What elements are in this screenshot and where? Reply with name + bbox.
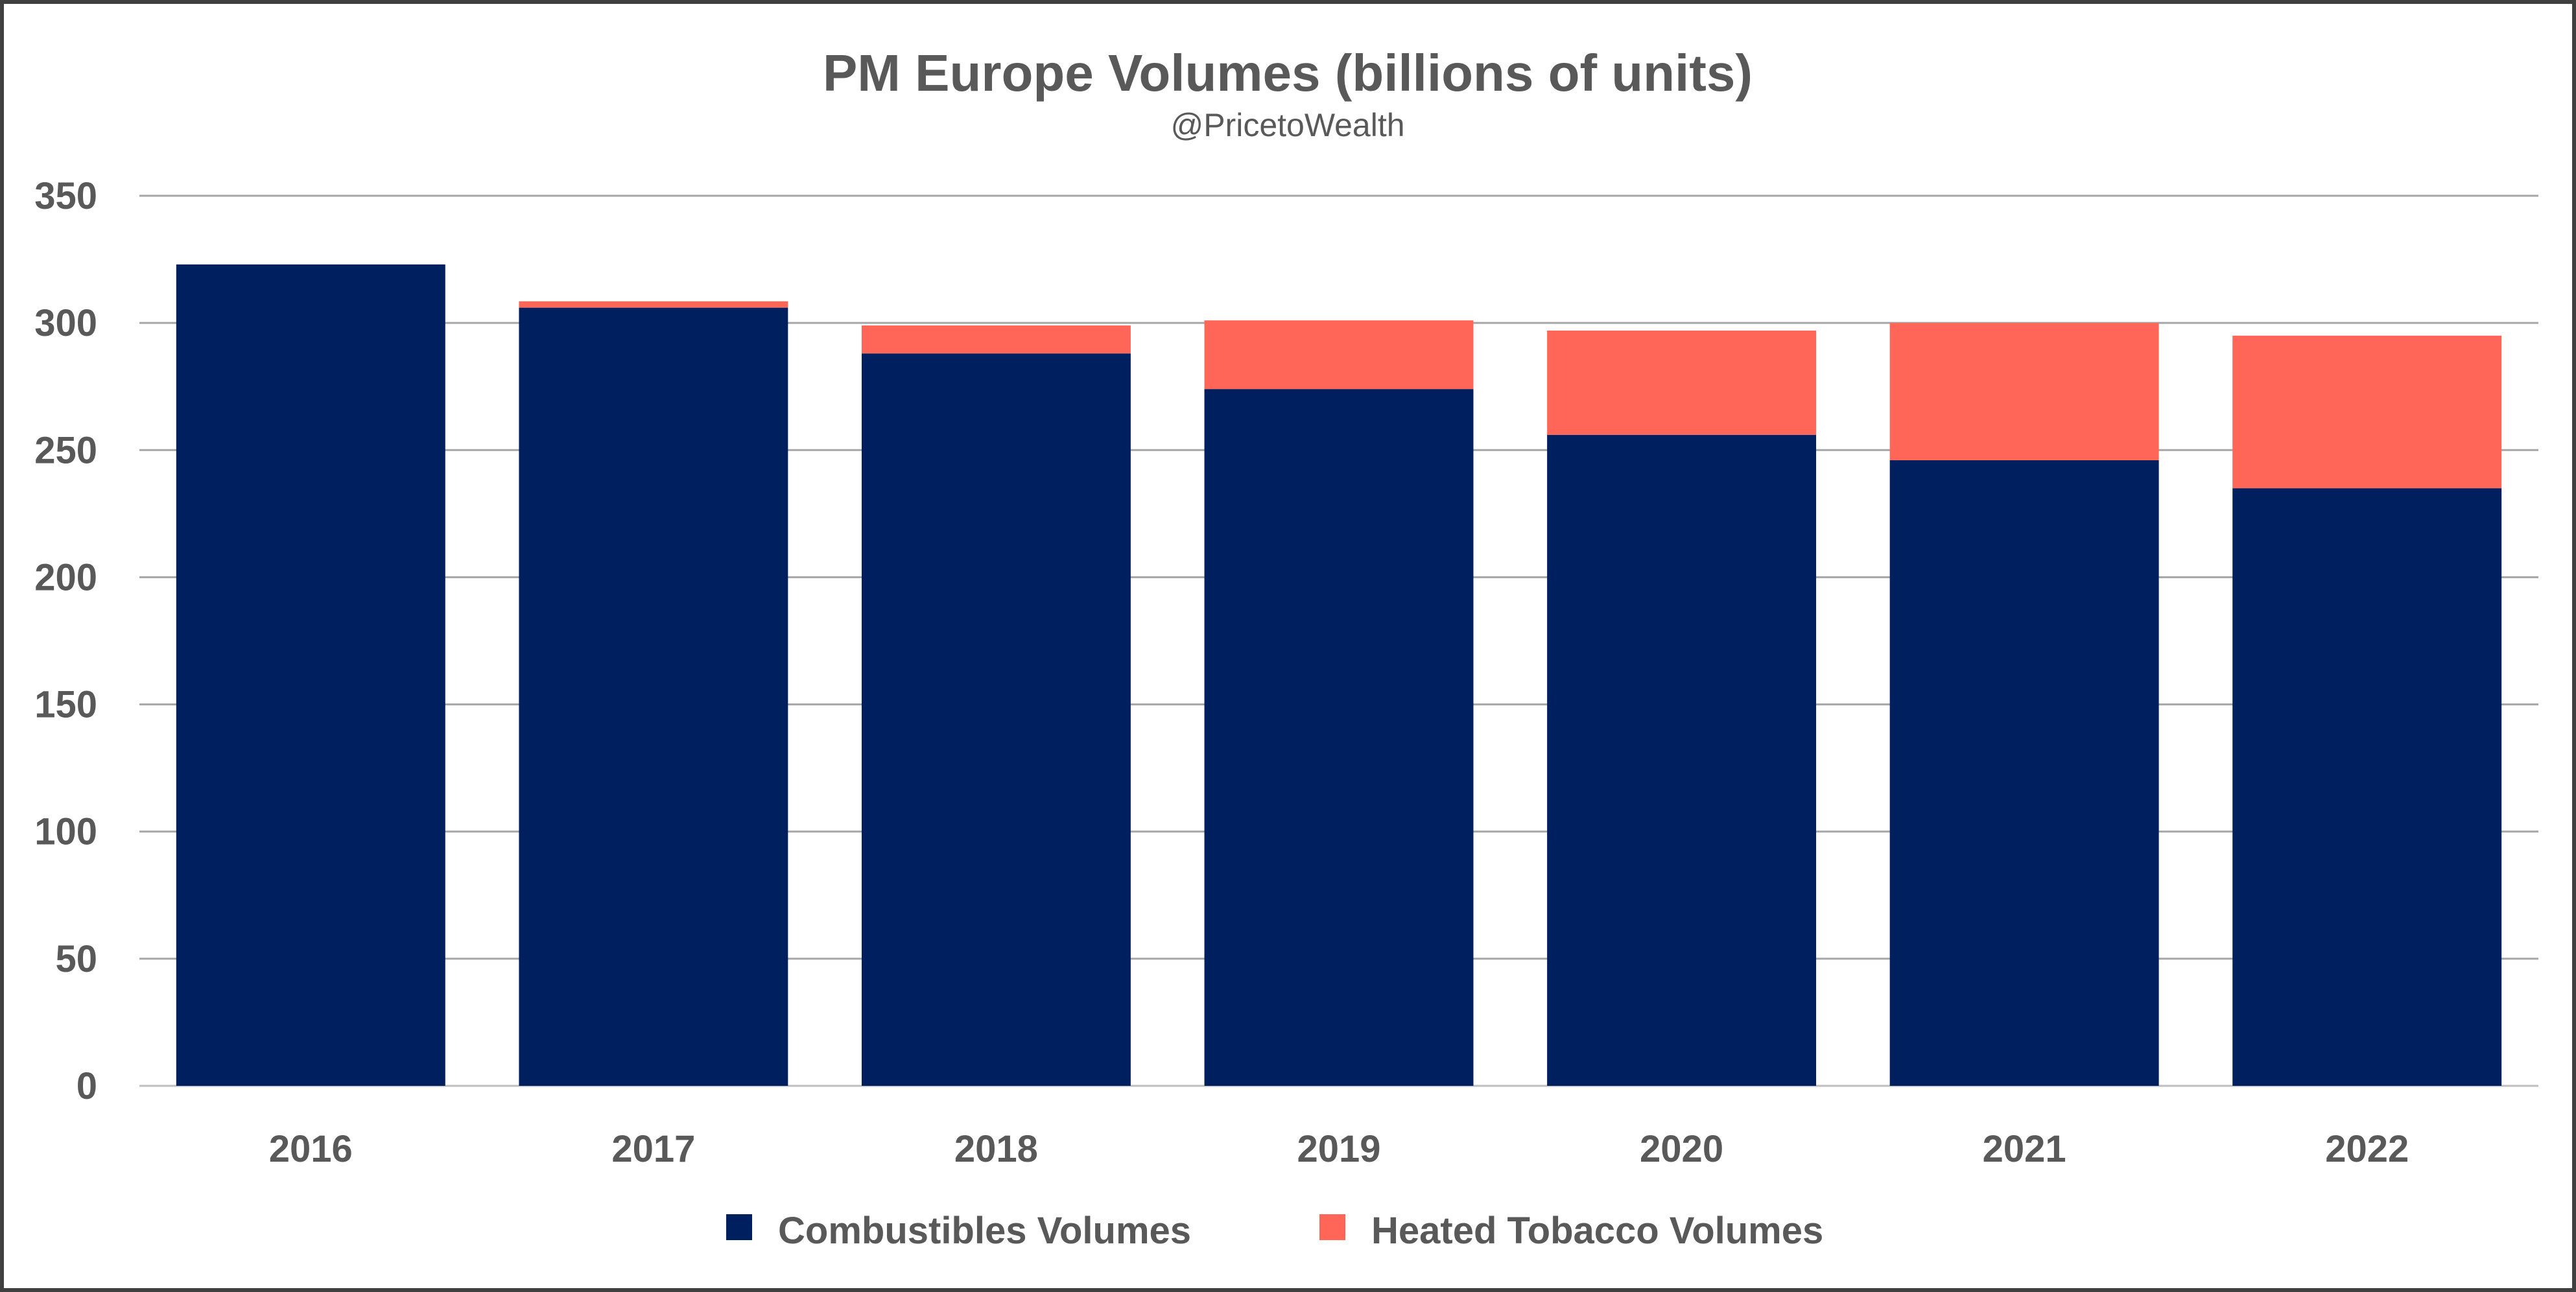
x-tick-label: 2022 [2325, 1128, 2409, 1170]
y-tick-label: 0 [77, 1065, 97, 1107]
legend-label: Combustibles Volumes [778, 1210, 1191, 1252]
bar-combustibles-2017 [519, 307, 788, 1086]
legend-swatch [726, 1214, 752, 1240]
y-axis-ticks: 0 50 100 150 200 250 300 350 [34, 175, 97, 1107]
bar-heated-tobacco-2019 [1204, 320, 1474, 390]
y-tick-label: 200 [34, 556, 97, 598]
x-tick-label: 2016 [269, 1128, 353, 1170]
y-tick-label: 350 [34, 175, 97, 217]
bar-combustibles-2020 [1547, 434, 1817, 1086]
y-tick-label: 150 [34, 684, 97, 726]
bar-combustibles-2018 [861, 353, 1131, 1086]
x-tick-label: 2019 [1297, 1128, 1380, 1170]
bar-combustibles-2021 [1889, 460, 2159, 1086]
bar-combustibles-2019 [1204, 389, 1474, 1086]
bar-heated-tobacco-2017 [519, 301, 788, 308]
chart-subtitle: @PricetoWealth [1170, 107, 1404, 143]
bar-heated-tobacco-2021 [1889, 323, 2159, 460]
legend-label: Heated Tobacco Volumes [1371, 1210, 1823, 1252]
legend-swatch [1319, 1214, 1345, 1240]
x-tick-label: 2017 [611, 1128, 695, 1170]
bar-combustibles-2022 [2232, 488, 2502, 1086]
bars [176, 264, 2502, 1086]
legend: Combustibles Volumes Heated Tobacco Volum… [726, 1210, 1823, 1252]
x-tick-label: 2021 [1983, 1128, 2066, 1170]
x-tick-label: 2020 [1640, 1128, 1723, 1170]
bar-heated-tobacco-2022 [2232, 335, 2502, 489]
bar-combustibles-2016 [176, 264, 445, 1086]
x-axis-ticks: 2016 2017 2018 2019 2020 2021 2022 [269, 1128, 2409, 1170]
y-tick-label: 250 [34, 429, 97, 471]
bar-heated-tobacco-2020 [1547, 330, 1817, 435]
bar-heated-tobacco-2018 [861, 325, 1131, 354]
chart-title: PM Europe Volumes (billions of units) [823, 44, 1753, 102]
x-tick-label: 2018 [954, 1128, 1038, 1170]
y-tick-label: 50 [55, 938, 97, 980]
y-tick-label: 100 [34, 811, 97, 853]
y-tick-label: 300 [34, 302, 97, 344]
